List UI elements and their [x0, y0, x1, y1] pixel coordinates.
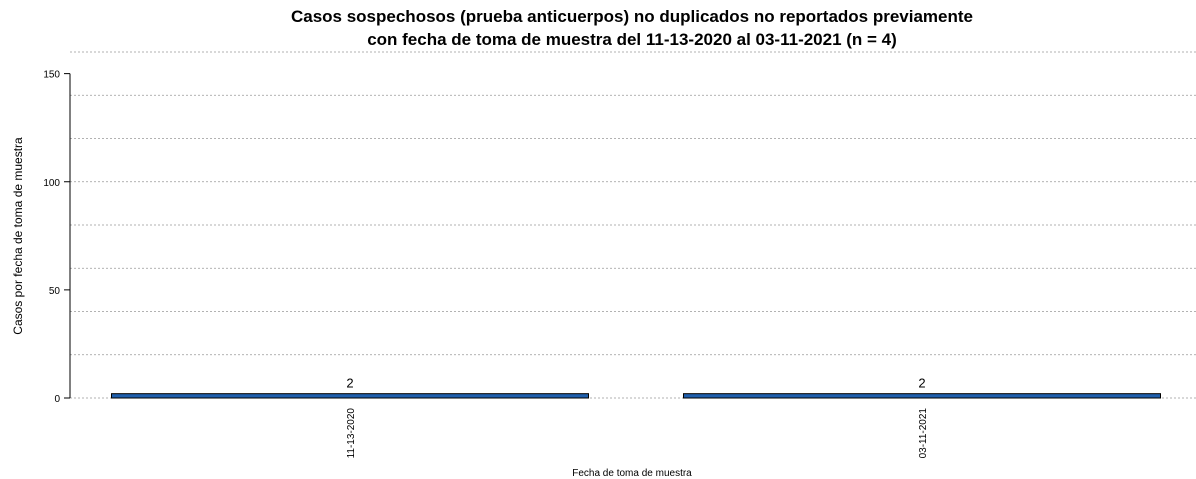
y-tick-label: 100: [43, 178, 60, 189]
x-axis-title: Fecha de toma de muestra: [572, 468, 692, 479]
value-label: 2: [918, 376, 925, 391]
bar: [111, 393, 589, 399]
chart-title: Casos sospechosos (prueba anticuerpos) n…: [291, 7, 973, 26]
y-tick-label: 150: [43, 70, 60, 81]
bar: [683, 393, 1161, 399]
x-tick-label: 03-11-2021: [918, 408, 929, 459]
y-tick-label: 50: [49, 286, 61, 297]
y-tick-label: 0: [54, 394, 60, 405]
x-tick-label: 11-13-2020: [346, 408, 357, 459]
y-axis-title: Casos por fecha de toma de muestra: [11, 137, 25, 335]
chart-subtitle: con fecha de toma de muestra del 11-13-2…: [367, 30, 897, 49]
value-label: 2: [346, 376, 353, 391]
